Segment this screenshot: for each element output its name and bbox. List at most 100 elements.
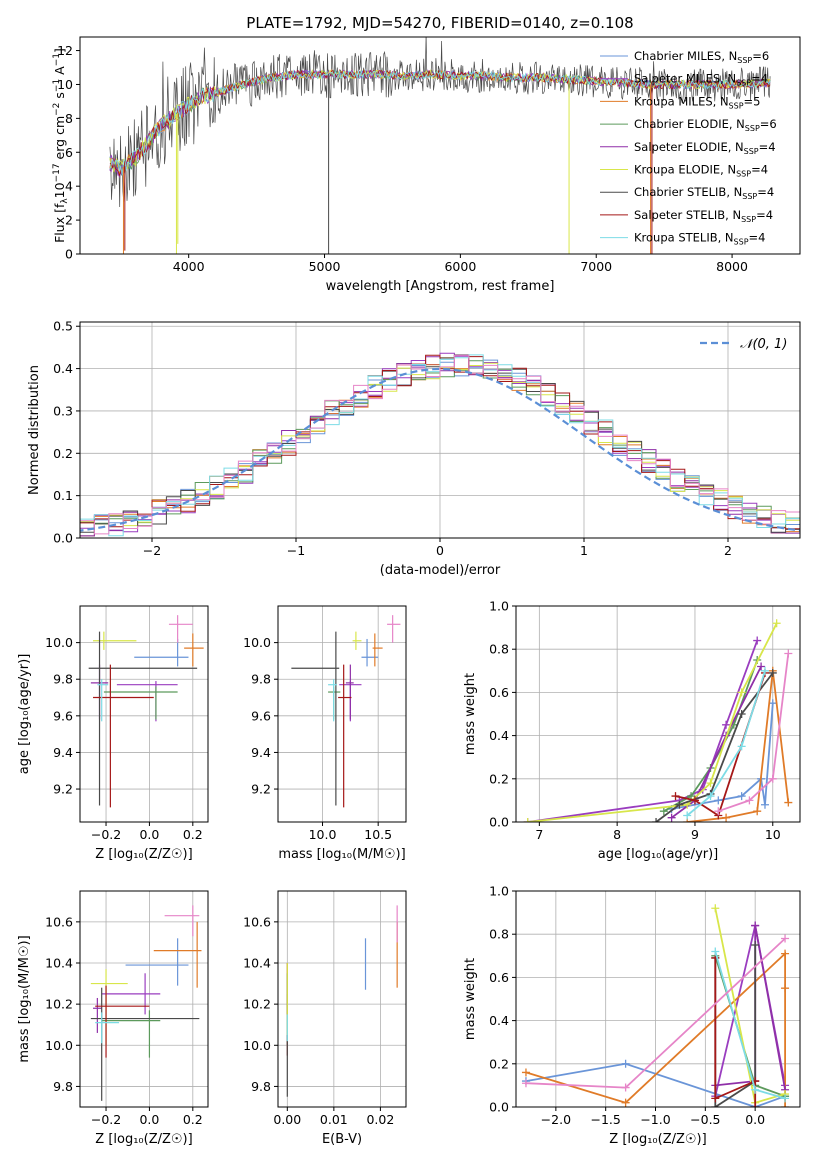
y-axis-label: Flux [fλ10−17 erg cm−2 s−1 A−1] bbox=[52, 48, 70, 243]
x-tick-label: −1.0 bbox=[640, 1112, 670, 1127]
weight-marker bbox=[714, 796, 723, 805]
legend-entry: Chabrier MILES, NSSP=6 bbox=[634, 49, 769, 65]
spectrum-line-kroupa_stelib bbox=[109, 69, 771, 176]
plot-area bbox=[80, 352, 800, 537]
y-tick-label: 9.2 bbox=[251, 782, 271, 797]
weight-marker bbox=[784, 798, 793, 807]
weight-marker bbox=[772, 619, 781, 628]
y-tick-label: 0.5 bbox=[53, 319, 73, 334]
y-tick-label: 10.0 bbox=[243, 1038, 271, 1053]
y-tick-label: 10.6 bbox=[243, 914, 271, 929]
weight-line-salpeter_stelib bbox=[714, 958, 757, 1107]
x-tick-label: 4000 bbox=[173, 259, 205, 274]
y-tick-label: 10.0 bbox=[45, 635, 73, 650]
weight-line-chabrier_miles bbox=[671, 703, 774, 810]
weight-marker bbox=[753, 636, 762, 645]
weight-marker bbox=[781, 984, 790, 993]
figure-title: PLATE=1792, MJD=54270, FIBERID=0140, z=0… bbox=[246, 14, 633, 32]
weight-marker bbox=[768, 774, 777, 783]
weight-marker bbox=[781, 949, 790, 958]
weight-marker bbox=[711, 947, 720, 956]
x-tick-label: −0.2 bbox=[91, 1112, 121, 1127]
x-tick-label: 0.0 bbox=[139, 1112, 159, 1127]
x-axis-label: Z [log₁₀(Z/Z☉)] bbox=[609, 1132, 706, 1147]
legend-entry: Salpeter MILES, NSSP=4 bbox=[634, 72, 768, 88]
hist-pink bbox=[80, 354, 800, 535]
weight-marker bbox=[659, 807, 668, 816]
y-tick-label: 10.0 bbox=[243, 635, 271, 650]
axes-frame bbox=[277, 890, 407, 1108]
weight-marker bbox=[711, 1103, 720, 1107]
weight-line-kroupa_elodie bbox=[527, 622, 778, 822]
y-tick-label: 4 bbox=[65, 179, 73, 194]
y-tick-label: 0.0 bbox=[489, 1100, 509, 1115]
x-tick-label: 10.5 bbox=[364, 827, 392, 842]
weight-marker bbox=[521, 1068, 530, 1077]
y-tick-label: 9.8 bbox=[251, 672, 271, 687]
y-tick-label: 0.4 bbox=[489, 728, 509, 743]
axes-frame bbox=[79, 605, 209, 823]
spectrum-legend: Chabrier MILES, NSSP=6 Salpeter MILES, NS… bbox=[600, 49, 777, 247]
weight-vs-metallicity-panel: −2.0 −1.5 −1.0 −0.5 0.0 0.0 0.2 0.4 0.6 0.8 1.0 Z [… bbox=[463, 884, 801, 1147]
plot-area bbox=[521, 904, 790, 1107]
mass-vs-ebv-panel: 0.00 0.01 0.02 9.8 10.0 10.2 10.4 10.6 E(B-V) bbox=[243, 890, 407, 1147]
x-tick-label: 10 bbox=[765, 827, 781, 842]
weight-marker bbox=[671, 792, 680, 801]
weight-line-pink bbox=[718, 653, 790, 813]
weight-marker bbox=[675, 800, 684, 809]
x-tick-label: 1 bbox=[580, 543, 588, 558]
y-axis-label: mass weight bbox=[463, 958, 478, 1040]
weight-line-chabrier_miles bbox=[525, 1062, 786, 1107]
spectrum-panel: 4000 5000 6000 7000 8000 0 2 4 6 8 10 12 wavelength … bbox=[52, 36, 801, 294]
axes-frame bbox=[277, 605, 407, 823]
y-tick-label: 12 bbox=[57, 43, 73, 58]
hist-kroupa_stelib bbox=[80, 354, 800, 537]
mass-vs-metallicity-panel: −0.2 0.0 0.2 9.8 10.0 10.2 10.4 10.6 Z [log₁₀(Z/… bbox=[17, 890, 209, 1147]
weight-marker bbox=[737, 742, 746, 751]
y-tick-label: 9.8 bbox=[53, 1079, 73, 1094]
weight-marker bbox=[760, 800, 769, 809]
y-axis-label: Normed distribution bbox=[27, 365, 42, 495]
y-tick-label: 9.6 bbox=[53, 708, 73, 723]
plot-area bbox=[523, 619, 793, 822]
y-tick-label: 0 bbox=[65, 247, 73, 262]
weight-vs-age-panel: 7 8 9 10 0.0 0.2 0.4 0.6 0.8 1.0 age [log₁₀(age/yr… bbox=[463, 599, 801, 862]
y-tick-label: 1.0 bbox=[489, 884, 509, 899]
age-vs-metallicity-panel: −0.2 0.0 0.2 9.2 9.4 9.6 9.8 10.0 Z [log₁₀(Z/Z☉)… bbox=[17, 605, 209, 862]
weight-marker bbox=[714, 807, 723, 816]
axes-frame bbox=[79, 890, 209, 1108]
weight-marker bbox=[781, 1103, 790, 1107]
x-tick-label: −0.2 bbox=[91, 827, 121, 842]
y-tick-label: 10.4 bbox=[243, 956, 271, 971]
legend-entry: Kroupa ELODIE, NSSP=4 bbox=[634, 163, 768, 179]
weight-marker bbox=[722, 813, 731, 822]
y-tick-label: 9.8 bbox=[251, 1079, 271, 1094]
weight-marker bbox=[706, 779, 715, 788]
y-tick-label: 0.8 bbox=[489, 642, 509, 657]
x-axis-label: Z [log₁₀(Z/Z☉)] bbox=[95, 847, 192, 862]
x-tick-label: 6000 bbox=[444, 259, 476, 274]
weight-marker bbox=[751, 1103, 760, 1107]
y-tick-label: 10.0 bbox=[45, 1038, 73, 1053]
y-tick-label: 0.0 bbox=[489, 815, 509, 830]
weight-marker bbox=[784, 649, 793, 658]
axes-frame bbox=[515, 890, 801, 1108]
legend-entry: Salpeter STELIB, NSSP=4 bbox=[634, 208, 773, 224]
x-axis-label: wavelength [Angstrom, rest frame] bbox=[326, 279, 555, 294]
weight-marker bbox=[521, 1079, 530, 1088]
weight-marker bbox=[751, 1085, 760, 1094]
spectrum-line-kroupa_elodie bbox=[109, 69, 771, 173]
y-tick-label: 10.2 bbox=[243, 997, 271, 1012]
y-tick-label: 0.2 bbox=[53, 446, 73, 461]
weight-marker bbox=[711, 1094, 720, 1103]
weight-line-salpeter_elodie bbox=[671, 666, 762, 819]
weight-marker bbox=[652, 818, 661, 822]
x-tick-label: 7 bbox=[535, 827, 543, 842]
y-tick-label: 0.0 bbox=[53, 531, 73, 546]
weight-line-salpeter_stelib bbox=[675, 672, 766, 817]
y-axis-label: mass [log₁₀(M/M☉)] bbox=[17, 935, 32, 1062]
x-axis-label: Z [log₁₀(Z/Z☉)] bbox=[95, 1132, 192, 1147]
weight-marker bbox=[621, 1083, 630, 1092]
x-tick-label: −1.5 bbox=[591, 1112, 621, 1127]
